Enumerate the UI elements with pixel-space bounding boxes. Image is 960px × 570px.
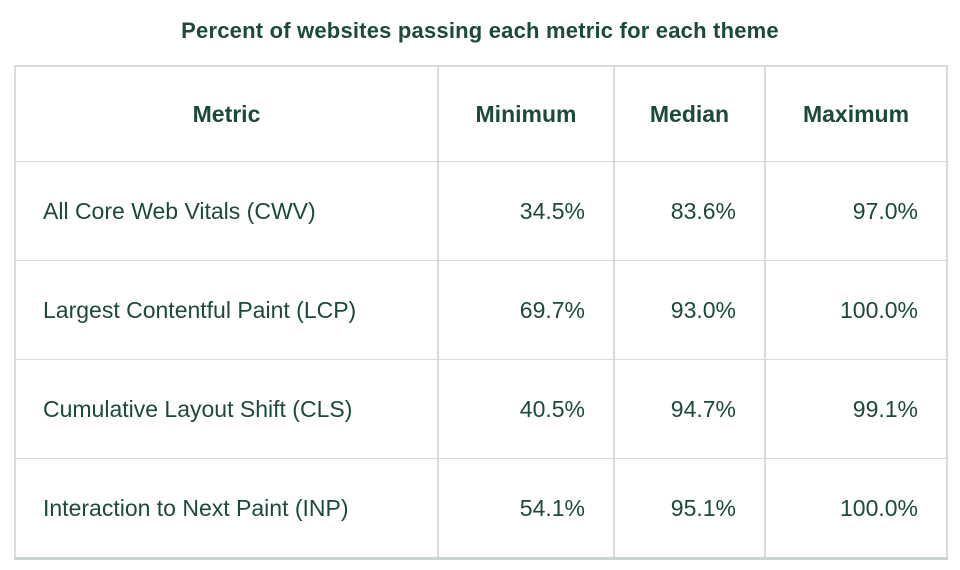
table-row-inp: Interaction to Next Paint (INP) 54.1% 95… [14,458,948,559]
column-header-maximum: Maximum [764,65,948,162]
column-header-minimum: Minimum [437,65,615,162]
median-value-cell: 94.7% [613,359,766,459]
column-header-median: Median [613,65,766,162]
minimum-value-cell: 40.5% [437,359,615,459]
median-value-cell: 93.0% [613,260,766,360]
table-row-cls: Cumulative Layout Shift (CLS) 40.5% 94.7… [14,359,948,459]
maximum-value-cell: 100.0% [764,260,948,360]
table-row-lcp: Largest Contentful Paint (LCP) 69.7% 93.… [14,260,948,360]
maximum-value-cell: 97.0% [764,161,948,261]
minimum-value-cell: 54.1% [437,458,615,559]
metric-name-cell: All Core Web Vitals (CWV) [14,161,439,261]
minimum-value-cell: 69.7% [437,260,615,360]
metric-name-cell: Cumulative Layout Shift (CLS) [14,359,439,459]
median-value-cell: 83.6% [613,161,766,261]
header-row: Metric Minimum Median Maximum [14,65,948,162]
page-title: Percent of websites passing each metric … [181,18,779,43]
table-row-cwv: All Core Web Vitals (CWV) 34.5% 83.6% 97… [14,161,948,261]
maximum-value-cell: 100.0% [764,458,948,559]
metric-name-cell: Interaction to Next Paint (INP) [14,458,439,559]
metrics-table: Metric Minimum Median Maximum All Core W… [14,65,948,560]
column-header-metric: Metric [14,65,439,162]
metric-name-cell: Largest Contentful Paint (LCP) [14,260,439,360]
maximum-value-cell: 99.1% [764,359,948,459]
minimum-value-cell: 34.5% [437,161,615,261]
median-value-cell: 95.1% [613,458,766,559]
